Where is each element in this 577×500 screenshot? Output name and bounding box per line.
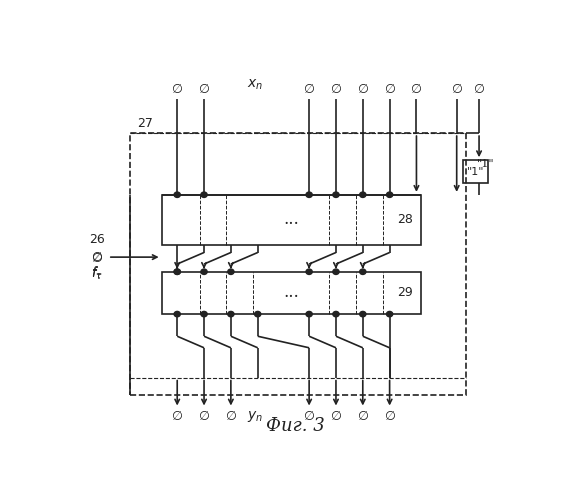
Circle shape — [306, 269, 312, 274]
Text: $x_n$: $x_n$ — [248, 78, 264, 92]
Text: $\emptyset$: $\emptyset$ — [473, 82, 485, 96]
Bar — [130, 133, 466, 395]
Circle shape — [333, 192, 339, 198]
Text: 26: 26 — [89, 232, 104, 245]
Text: "1": "1" — [477, 159, 494, 169]
Bar — [463, 160, 488, 183]
Circle shape — [333, 269, 339, 274]
Text: $\emptyset$: $\emptyset$ — [91, 252, 103, 266]
Text: 28: 28 — [398, 214, 413, 226]
Text: $\emptyset$: $\emptyset$ — [303, 82, 315, 96]
Bar — [162, 272, 421, 314]
Text: $\emptyset$: $\emptyset$ — [225, 409, 237, 423]
Text: $f_\tau$: $f_\tau$ — [91, 264, 103, 280]
Circle shape — [201, 312, 207, 317]
Circle shape — [306, 312, 312, 317]
Text: $\emptyset$: $\emptyset$ — [357, 409, 369, 423]
Text: $\emptyset$: $\emptyset$ — [410, 82, 422, 96]
Bar — [162, 194, 421, 245]
Text: $\emptyset$: $\emptyset$ — [330, 82, 342, 96]
Circle shape — [174, 269, 181, 274]
Text: $\emptyset$: $\emptyset$ — [330, 409, 342, 423]
Text: $\emptyset$: $\emptyset$ — [451, 82, 463, 96]
Text: $\emptyset$: $\emptyset$ — [198, 82, 210, 96]
Text: $\emptyset$: $\emptyset$ — [357, 82, 369, 96]
Circle shape — [228, 269, 234, 274]
Text: $\emptyset$: $\emptyset$ — [91, 250, 103, 264]
Text: $\emptyset$: $\emptyset$ — [384, 409, 396, 423]
Circle shape — [387, 312, 393, 317]
Circle shape — [306, 192, 312, 198]
Circle shape — [333, 312, 339, 317]
Text: $f_\tau$: $f_\tau$ — [91, 266, 103, 281]
Text: $\emptyset$: $\emptyset$ — [198, 409, 210, 423]
Circle shape — [359, 312, 366, 317]
Text: $\emptyset$: $\emptyset$ — [303, 409, 315, 423]
Text: Фиг. 3: Фиг. 3 — [267, 418, 325, 436]
Circle shape — [359, 192, 366, 198]
Circle shape — [174, 312, 181, 317]
Text: $\emptyset$: $\emptyset$ — [384, 82, 396, 96]
Text: $y_n$: $y_n$ — [248, 408, 264, 424]
Circle shape — [254, 312, 261, 317]
Circle shape — [174, 269, 181, 274]
Circle shape — [201, 269, 207, 274]
Text: ...: ... — [283, 284, 299, 302]
Text: 29: 29 — [398, 286, 413, 300]
Text: $\emptyset$: $\emptyset$ — [171, 82, 183, 96]
Text: 27: 27 — [137, 117, 153, 130]
Circle shape — [201, 192, 207, 198]
Circle shape — [174, 192, 181, 198]
Circle shape — [359, 269, 366, 274]
Text: ...: ... — [283, 212, 299, 228]
Text: "1": "1" — [467, 166, 485, 176]
Circle shape — [387, 192, 393, 198]
Text: $\emptyset$: $\emptyset$ — [171, 409, 183, 423]
Circle shape — [228, 312, 234, 317]
